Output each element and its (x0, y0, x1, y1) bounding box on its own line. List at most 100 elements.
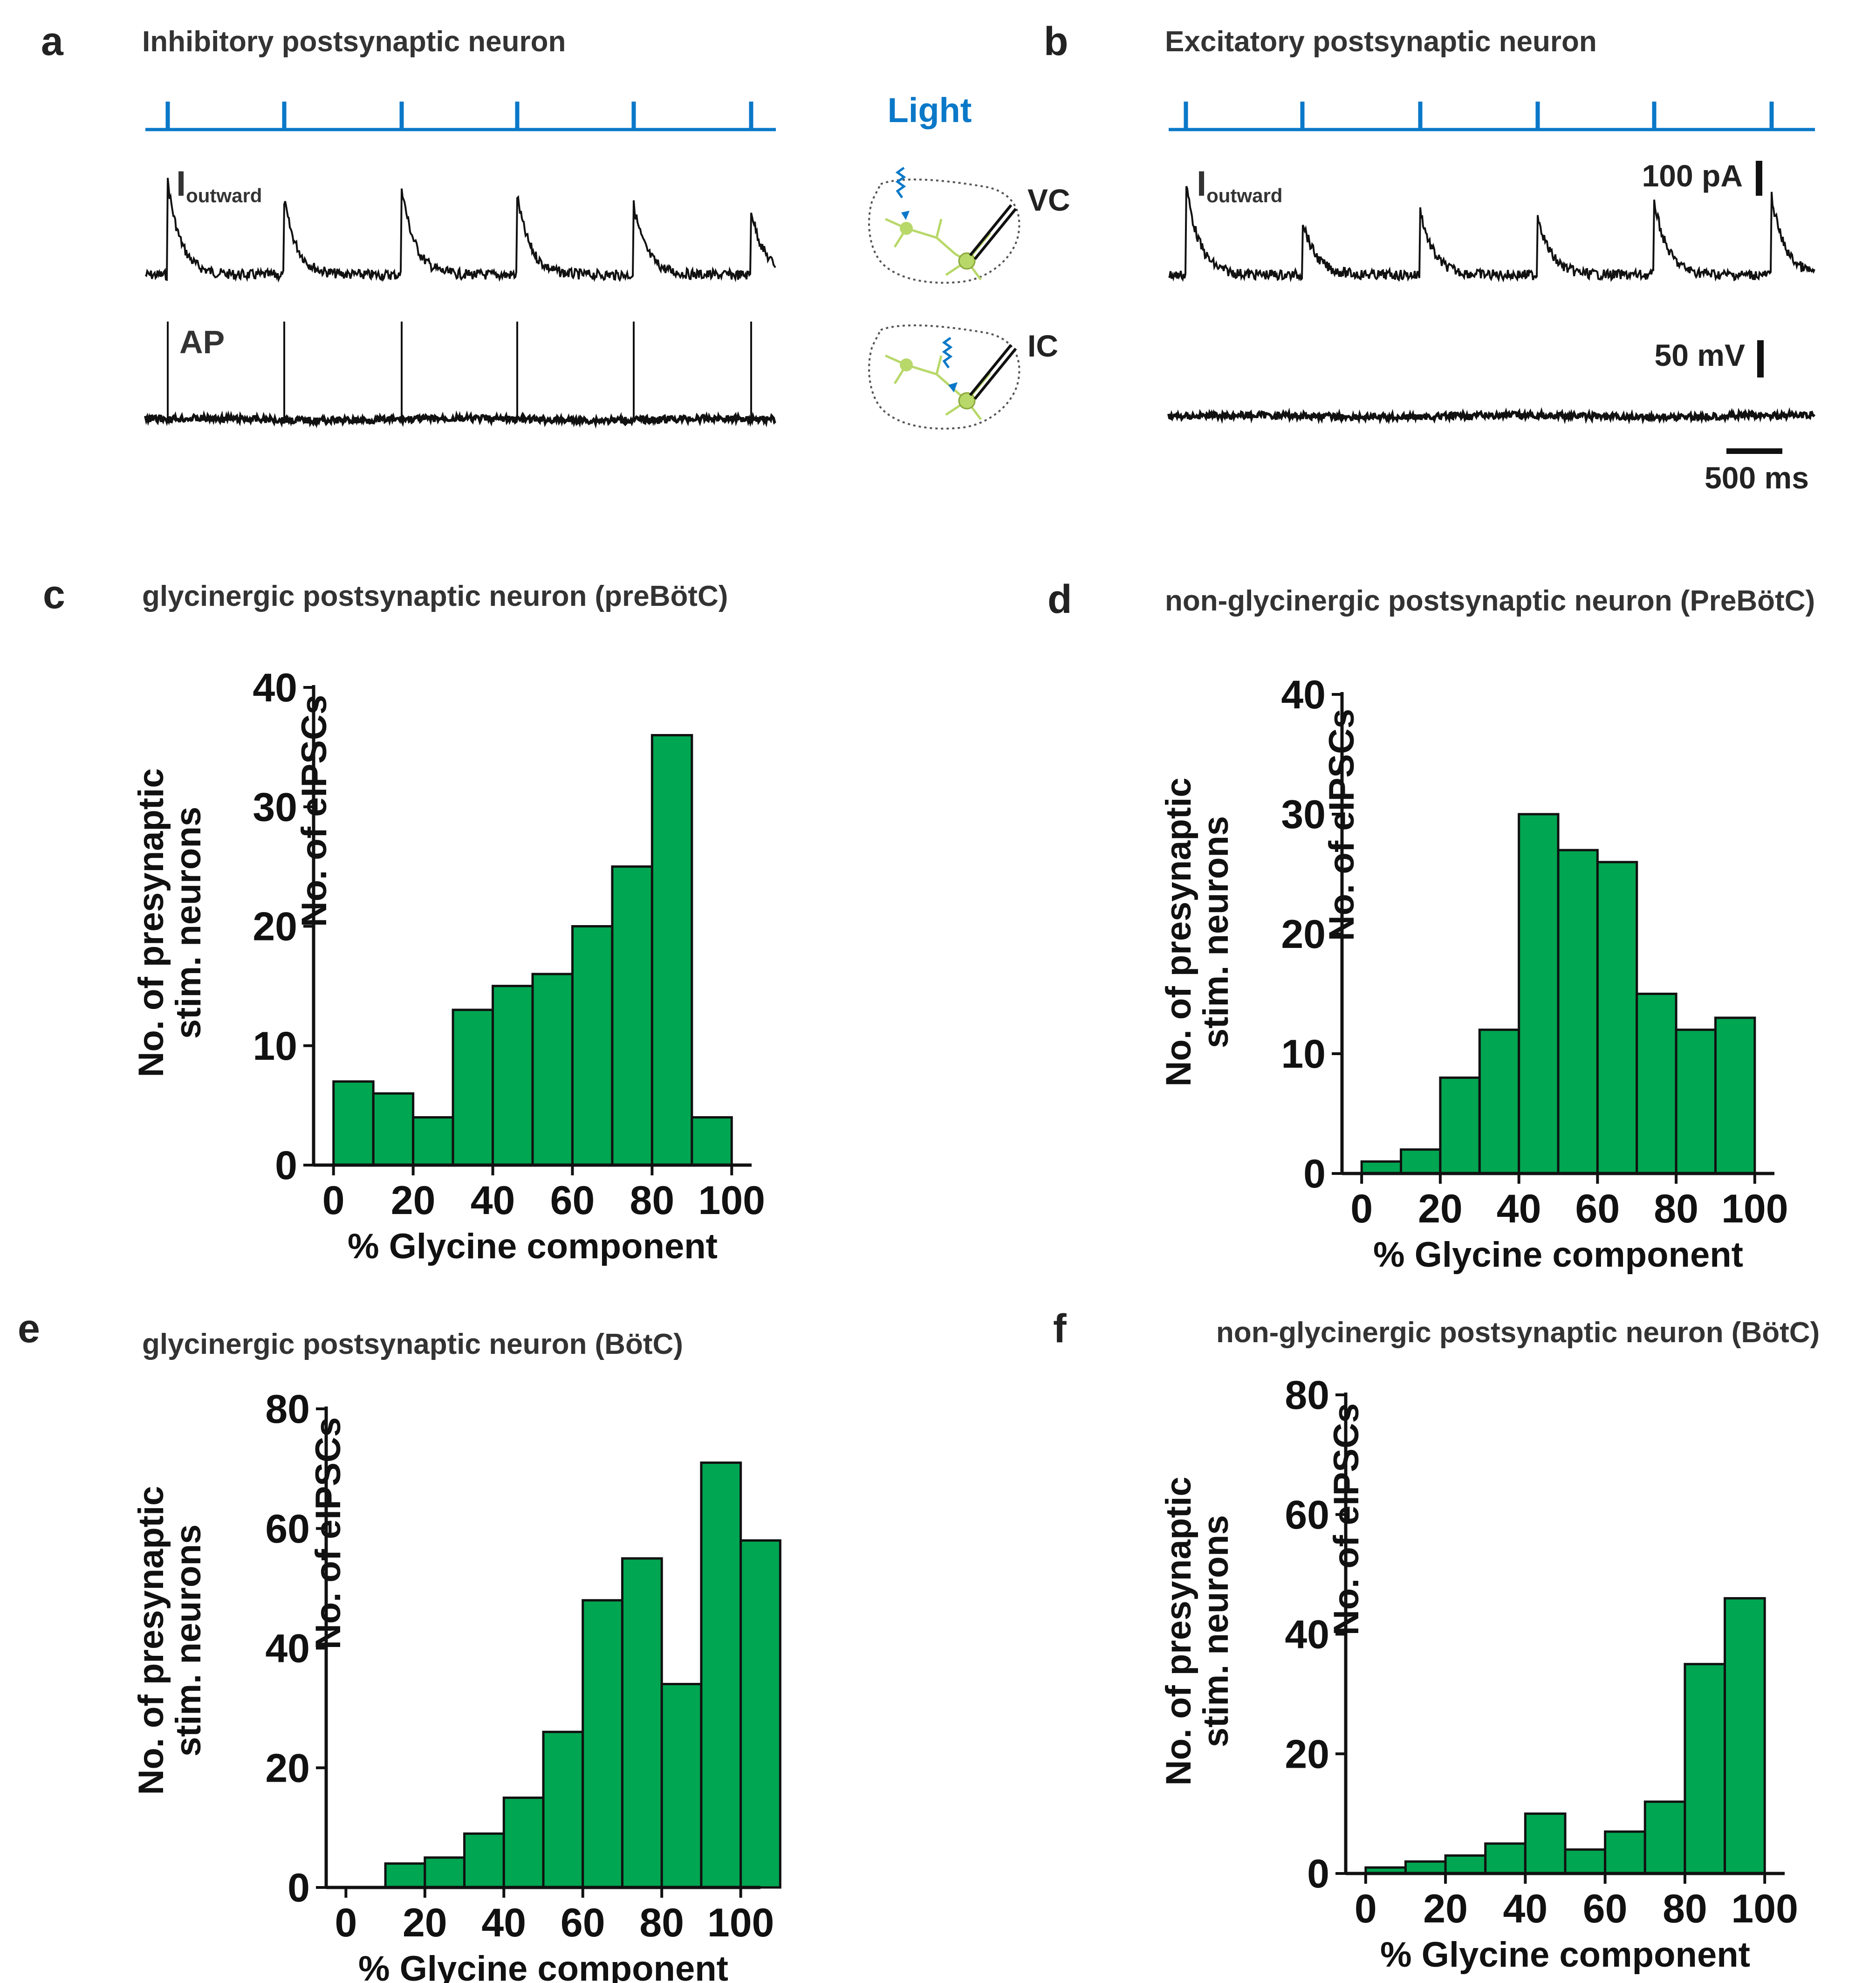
panel-b-voltage-trace (1167, 407, 1816, 425)
ic-label: IC (1027, 329, 1058, 363)
current-trace-path (144, 178, 776, 283)
histogram-bar (1444, 1854, 1487, 1875)
panel-b-title: Excitatory postsynaptic neuron (1165, 26, 1597, 58)
x-axis-label: % Glycine component (358, 1949, 728, 1983)
voltage-trace-path (1167, 407, 1816, 425)
panel-a-current-trace (144, 178, 776, 283)
x-tick-label: 40 (481, 1901, 526, 1945)
x-tick-label: 60 (550, 1178, 595, 1223)
x-tick-label: 20 (1423, 1887, 1468, 1931)
panel-a-ap-label: AP (179, 324, 225, 360)
x-tick-label: 60 (1575, 1187, 1620, 1231)
histogram-bar (384, 1862, 426, 1889)
light-label: Light (888, 91, 972, 130)
y-tick-label: 80 (265, 1387, 310, 1432)
voltage-trace-path (144, 410, 777, 429)
histogram-bar (1714, 1016, 1756, 1175)
histogram-bar (1724, 1597, 1766, 1875)
histogram-bar (1404, 1860, 1447, 1875)
panel-b-current-trace (1168, 185, 1815, 283)
panel-e-title: glycinergic postsynaptic neuron (BötC) (142, 1328, 683, 1360)
panel-a-light-stimulus-trace (145, 102, 776, 131)
histogram-bar (1684, 1663, 1726, 1875)
ic-slice-outline (868, 324, 1020, 430)
histogram-bar (650, 734, 693, 1166)
x-tick-label: 100 (1721, 1187, 1788, 1231)
panel-b-current-label: Ioutward (1197, 164, 1282, 206)
histogram-bar (1643, 1800, 1686, 1875)
y-tick-label: 0 (288, 1866, 310, 1910)
y-tick-label: 30 (253, 785, 297, 830)
middle-insets: Light VC IC (868, 91, 1070, 430)
vc-slice-outline (868, 178, 1020, 284)
y-axis-label-line-1: No. of presynaptic (1159, 778, 1198, 1087)
x-tick-label: 60 (1583, 1887, 1628, 1931)
panel-d-letter: d (1048, 577, 1072, 622)
vc-pipette-icon (969, 204, 1017, 260)
x-tick-label: 80 (639, 1901, 684, 1945)
y-axis-label-eipscs: No. of eIPSCs (294, 695, 334, 927)
histogram-bar (542, 1730, 584, 1889)
panel-e-letter: e (18, 1306, 40, 1351)
vc-postsynaptic-neuron (958, 252, 976, 270)
ic-presynaptic-neuron (900, 358, 913, 371)
histogram-bar (1604, 1830, 1646, 1875)
scale-time-label: 500 ms (1705, 460, 1809, 495)
panel-c-letter: c (43, 572, 65, 617)
histogram-bar (1484, 1842, 1527, 1875)
x-tick-label: 100 (698, 1178, 766, 1223)
histogram-bar (611, 865, 653, 1166)
x-tick-label: 100 (1731, 1887, 1798, 1931)
histogram-bar (582, 1599, 623, 1889)
ic-pipette-icon (969, 344, 1017, 400)
current-trace-path (1168, 185, 1815, 283)
y-tick-label: 40 (1285, 1612, 1329, 1657)
histogram-bar (424, 1856, 466, 1889)
y-tick-label: 60 (265, 1507, 310, 1551)
histogram-bar (571, 925, 614, 1166)
histogram-bar (660, 1683, 703, 1889)
histogram-bar (1636, 993, 1677, 1175)
y-axis-label-eipscs: No. of eIPSCs (308, 1417, 348, 1649)
vc-presynaptic-neuron (900, 222, 913, 235)
vc-slice-schematic: VC (868, 166, 1070, 284)
y-axis-label-line-1: No. of presynaptic (131, 768, 171, 1077)
y-tick-label: 0 (275, 1143, 297, 1188)
histogram-bar (700, 1462, 742, 1889)
panel-c-title: glycinergic postsynaptic neuron (preBötC… (142, 580, 728, 612)
y-axis-label-line-2: stim. neurons (169, 1524, 208, 1757)
histogram-bar (502, 1796, 545, 1889)
x-tick-label: 80 (1654, 1187, 1698, 1231)
y-tick-label: 40 (1281, 672, 1326, 717)
x-tick-label: 0 (1355, 1887, 1377, 1931)
y-tick-label: 60 (1285, 1493, 1329, 1537)
y-axis-label-eipscs: No. of eIPSCs (1322, 709, 1362, 941)
x-axis-label: % Glycine component (1380, 1935, 1750, 1975)
histogram-bar (691, 1116, 733, 1166)
y-tick-label: 40 (265, 1626, 310, 1671)
panel-b-letter: b (1044, 19, 1068, 64)
panel-a-current-label: Ioutward (176, 164, 262, 206)
histogram-bar (1675, 1029, 1717, 1175)
vc-light-icon (895, 166, 906, 199)
y-axis-label-line-1: No. of presynaptic (1159, 1477, 1198, 1786)
x-tick-label: 80 (1663, 1887, 1707, 1931)
histogram-bar (1478, 1029, 1520, 1175)
x-tick-label: 40 (1503, 1887, 1548, 1931)
y-tick-label: 0 (1303, 1152, 1326, 1196)
x-tick-label: 20 (391, 1178, 436, 1223)
histogram-bar (1439, 1076, 1481, 1175)
panel-b: b Excitatory postsynaptic neuron Ioutwar… (1044, 19, 1816, 495)
x-axis-label: % Glycine component (1373, 1235, 1743, 1275)
chart-e: e glycinergic postsynaptic neuron (BötC) 0… (18, 1306, 781, 1983)
x-axis-label: % Glycine component (348, 1227, 718, 1266)
histogram-bar (621, 1557, 663, 1889)
ic-light-arrow-icon (948, 382, 958, 392)
histogram-bar (1557, 849, 1599, 1175)
x-tick-label: 40 (471, 1178, 515, 1223)
y-axis-label-eipscs: No. of eIPSCs (1327, 1403, 1366, 1635)
histogram-bar (452, 1009, 494, 1166)
y-axis-label-line-2: stim. neurons (169, 807, 208, 1039)
chart-d: d non-glycinergic postsynaptic neuron (Pr… (1048, 577, 1815, 1275)
